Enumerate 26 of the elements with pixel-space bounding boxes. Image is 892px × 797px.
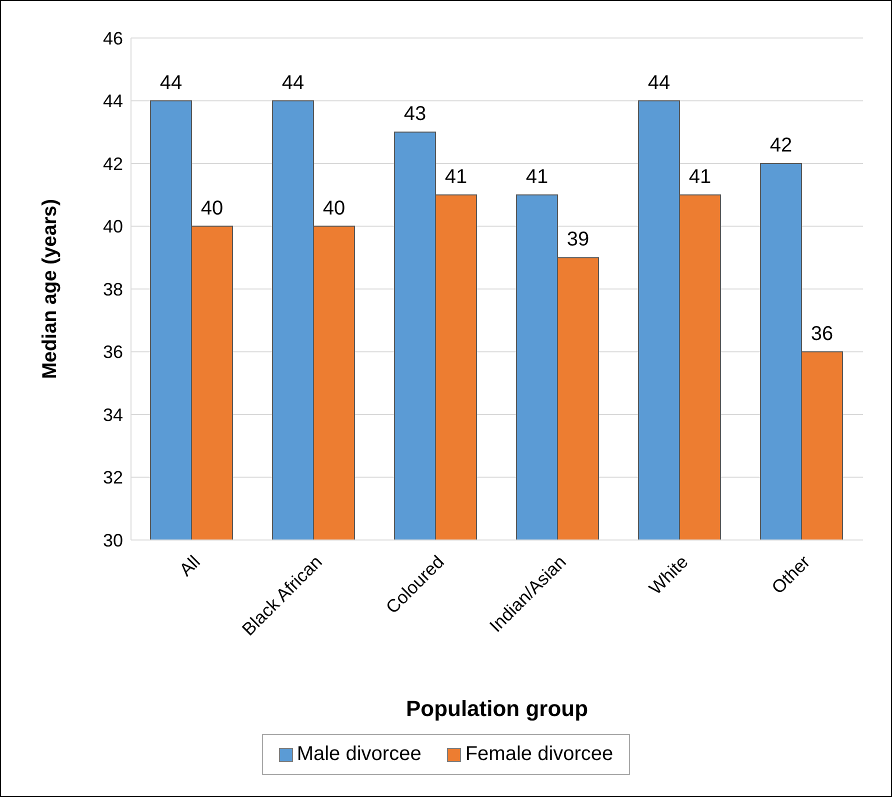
data-label: 41: [444, 166, 468, 188]
y-tick-label: 42: [102, 154, 123, 174]
legend-label: Female divorcee: [465, 743, 614, 766]
data-label: 43: [404, 103, 426, 126]
data-label: 44: [648, 72, 670, 94]
data-label: 44: [282, 72, 304, 94]
y-tick-label: 32: [102, 468, 123, 488]
y-tick-label: 36: [102, 342, 123, 362]
y-tick-label: 40: [102, 216, 123, 237]
y-axis-title: Median age (years): [39, 198, 62, 380]
data-label: 36: [810, 322, 834, 345]
y-tick-label: 30: [102, 530, 123, 550]
data-label: 42: [770, 134, 792, 156]
y-tick-label: 38: [102, 279, 123, 300]
y-tick-label: 34: [102, 404, 123, 425]
data-label: 44: [160, 72, 182, 94]
data-label: 40: [322, 197, 346, 220]
x-axis-title: Population group: [406, 696, 588, 721]
y-tick-label: 44: [102, 91, 123, 112]
data-label: 41: [526, 166, 548, 188]
data-label: 39: [566, 228, 590, 251]
x-tick-label: All: [176, 552, 204, 580]
legend-label: Male divorcee: [296, 743, 422, 766]
data-label: 41: [688, 166, 712, 188]
data-label: 40: [200, 197, 224, 220]
y-tick-label: 46: [102, 28, 123, 48]
